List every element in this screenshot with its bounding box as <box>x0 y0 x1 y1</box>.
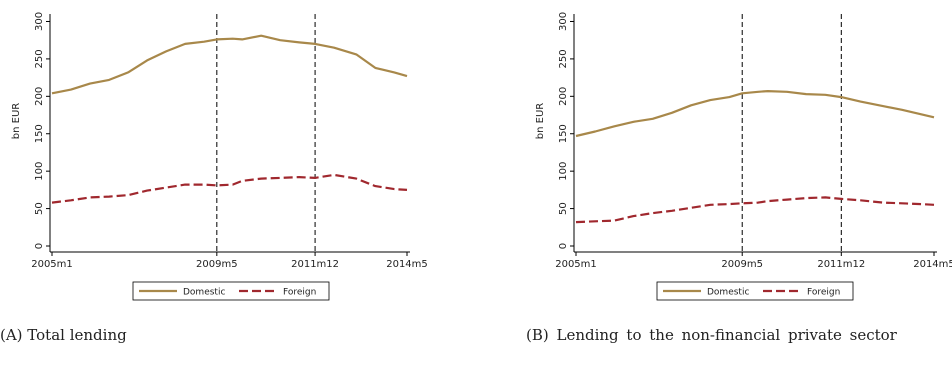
x-tick-label: 2011m12 <box>817 259 865 270</box>
legend: Domestic Foreign <box>132 281 330 301</box>
series-line-foreign <box>575 196 935 224</box>
x-tick-label: 2005m1 <box>555 259 597 270</box>
chart-nonfinancial-lending: 0 50 100 150 200 250 300 bn EUR 2005m1 2009m5 2011… <box>535 12 952 301</box>
y-axis-title: bn EUR <box>535 103 546 140</box>
x-tick-label: 2014m5 <box>386 259 428 270</box>
y-tick-label: 100 <box>34 162 45 181</box>
y-tick-label: 100 <box>558 162 569 181</box>
chart-total-lending: 0 50 100 150 200 250 300 bn EUR 2005m1 2009m5 2011… <box>11 12 428 301</box>
legend-label-foreign: Foreign <box>283 288 316 298</box>
x-tick-label: 2009m5 <box>721 259 763 270</box>
x-tick-label: 2009m5 <box>196 259 238 270</box>
series-line-foreign <box>51 173 408 204</box>
legend: Domestic Foreign <box>656 281 854 301</box>
caption-total-lending: (A) Total lending <box>0 326 127 344</box>
y-tick-label: 150 <box>34 124 45 143</box>
legend-label-domestic: Domestic <box>707 288 749 298</box>
y-tick-label: 250 <box>558 49 569 68</box>
y-tick-label: 0 <box>34 243 45 249</box>
x-tick-label: 2011m12 <box>291 259 339 270</box>
series-line-domestic <box>51 34 408 95</box>
x-tick-label: 2005m1 <box>31 259 73 270</box>
legend-box <box>132 281 330 301</box>
caption-nonfinancial-lending: (B) Lending to the non-financial private… <box>526 326 897 344</box>
y-tick-label: 0 <box>558 243 569 249</box>
x-tick-label: 2014m5 <box>913 259 952 270</box>
y-tick-label: 300 <box>558 12 569 31</box>
y-tick-label: 200 <box>34 87 45 106</box>
y-tick-label: 50 <box>558 202 569 215</box>
y-tick-label: 200 <box>558 87 569 106</box>
y-axis-title: bn EUR <box>11 103 22 140</box>
y-tick-label: 250 <box>34 49 45 68</box>
y-tick-label: 300 <box>34 12 45 31</box>
legend-label-domestic: Domestic <box>183 288 225 298</box>
legend-label-foreign: Foreign <box>807 288 840 298</box>
series-line-domestic <box>575 89 935 138</box>
y-tick-label: 50 <box>34 202 45 215</box>
y-tick-label: 150 <box>558 124 569 143</box>
legend-box <box>656 281 854 301</box>
